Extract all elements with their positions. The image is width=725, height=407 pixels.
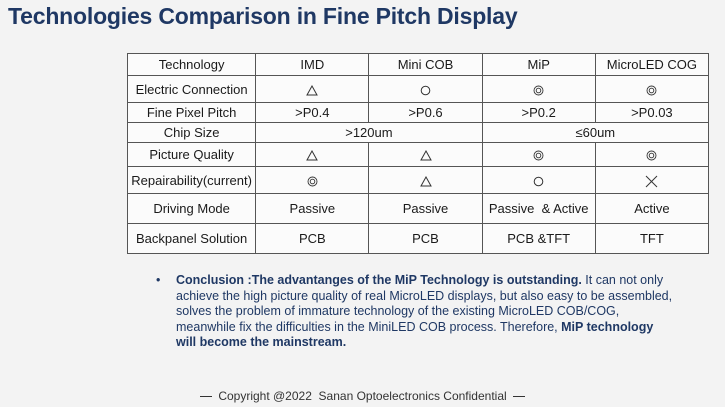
table-row: Backpanel Solution PCB PCB PCB &TFT TFT <box>126 223 710 254</box>
bullet-marker: • <box>156 273 161 287</box>
conclusion-body: It can not only achieve the high picture… <box>176 273 673 334</box>
page-title: Technologies Comparison in Fine Pitch Di… <box>8 3 518 29</box>
rating-cell <box>594 166 710 194</box>
rating-cell <box>481 142 596 167</box>
table-cell: Active <box>594 193 710 224</box>
rating-cell <box>255 166 370 194</box>
row-label: Fine Pixel Pitch <box>126 102 257 123</box>
merged-cell: ≤60um <box>481 122 710 143</box>
row-label: Chip Size <box>126 122 257 143</box>
table-cell: >P0.2 <box>481 102 596 123</box>
double-circle-icon <box>533 150 544 161</box>
table-row: Picture Quality <box>126 142 710 167</box>
row-label: Picture Quality <box>126 142 257 167</box>
footer: Copyright @2022 Sanan Optoelectronics Co… <box>0 389 725 403</box>
table-header-row: Technology IMD Mini COB MiP MicroLED COG <box>126 53 710 76</box>
header-cell: Technology <box>126 53 257 76</box>
cross-icon <box>645 175 658 188</box>
rating-cell <box>255 142 370 167</box>
row-label: Backpanel Solution <box>126 223 257 254</box>
rating-cell <box>594 142 710 167</box>
rating-cell <box>481 166 596 194</box>
circle-icon <box>533 176 544 187</box>
double-circle-icon <box>533 85 544 96</box>
rating-cell <box>368 75 483 103</box>
header-cell: Mini COB <box>368 53 483 76</box>
table-cell: >P0.4 <box>255 102 370 123</box>
table-row: Electric Connection <box>126 75 710 103</box>
table-cell: PCB &TFT <box>481 223 596 254</box>
double-circle-icon <box>646 85 657 96</box>
table-cell: Passive <box>255 193 370 224</box>
rating-cell <box>255 75 370 103</box>
table-cell: >P0.03 <box>594 102 710 123</box>
conclusion-paragraph: • Conclusion :The advantanges of the MiP… <box>156 273 676 351</box>
rating-cell <box>481 75 596 103</box>
comparison-table: Technology IMD Mini COB MiP MicroLED COG… <box>126 53 710 254</box>
table-row: Fine Pixel Pitch >P0.4 >P0.6 >P0.2 >P0.0… <box>126 102 710 123</box>
double-circle-icon <box>307 176 318 187</box>
conclusion-end: MiP technology will become the mainstrea… <box>176 319 654 350</box>
rating-cell <box>368 166 483 194</box>
row-label: Electric Connection <box>126 75 257 103</box>
table-row: Chip Size >120um ≤60um <box>126 122 710 143</box>
circle-icon <box>420 85 431 96</box>
table-row: Repairability(current) <box>126 166 710 194</box>
header-cell: IMD <box>255 53 370 76</box>
row-label: Driving Mode <box>126 193 257 224</box>
triangle-icon <box>306 150 319 161</box>
merged-cell: >120um <box>255 122 483 143</box>
footer-text: Copyright @2022 Sanan Optoelectronics Co… <box>218 389 507 403</box>
footer-dash-left <box>200 396 213 398</box>
rating-cell <box>594 75 710 103</box>
table-cell: PCB <box>368 223 483 254</box>
rating-cell <box>368 142 483 167</box>
table-cell: TFT <box>594 223 710 254</box>
table-cell: Passive & Active <box>481 193 596 224</box>
table-row: Driving Mode Passive Passive Passive & A… <box>126 193 710 224</box>
footer-dash-right <box>512 396 525 398</box>
header-cell: MiP <box>481 53 596 76</box>
conclusion-lead: Conclusion :The advantanges of the MiP T… <box>176 273 582 287</box>
triangle-icon <box>419 150 432 161</box>
row-label: Repairability(current) <box>126 166 257 194</box>
triangle-icon <box>306 84 319 96</box>
double-circle-icon <box>646 150 657 161</box>
header-cell: MicroLED COG <box>594 53 710 76</box>
table-cell: PCB <box>255 223 370 254</box>
table-cell: Passive <box>368 193 483 224</box>
table-cell: >P0.6 <box>368 102 483 123</box>
triangle-icon <box>419 175 432 187</box>
